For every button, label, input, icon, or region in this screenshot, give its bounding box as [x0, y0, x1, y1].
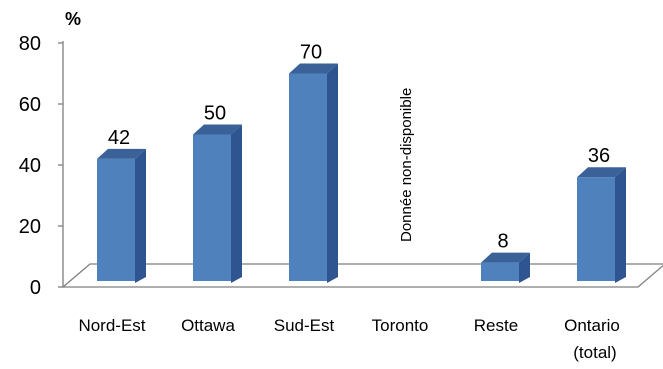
x-category-label: Reste: [474, 316, 518, 335]
bar-top: [577, 167, 626, 178]
bar: 70: [289, 42, 338, 283]
bar-front: [97, 158, 135, 281]
bar-side: [615, 167, 626, 283]
missing-data-note: Donnée non-disponible: [398, 88, 415, 242]
y-tick-label: 80: [19, 33, 41, 55]
bar: 36: [577, 145, 626, 283]
bar-front: [193, 134, 231, 281]
x-category-label: Nord-Est: [78, 316, 145, 335]
bar-front: [481, 262, 519, 281]
bars: 42 50 70 8 36: [97, 42, 626, 283]
bar-side: [327, 63, 338, 283]
bar-side: [231, 124, 242, 283]
bar-top: [193, 124, 242, 135]
y-tick-label: 0: [30, 277, 41, 299]
chart-floor: [61, 263, 663, 288]
bar-value-label: 42: [108, 127, 130, 149]
y-axis-unit-label: %: [65, 9, 81, 29]
bar-side: [135, 148, 146, 283]
bar-value-label: 8: [497, 231, 508, 253]
bar-value-label: 36: [588, 145, 610, 167]
x-category-label: Ottawa: [181, 316, 235, 335]
bar-top: [481, 252, 530, 263]
x-category-label: Sud-Est: [274, 316, 335, 335]
y-axis-ticks: 0 20 40 60 80: [19, 33, 63, 299]
bar: 42: [97, 127, 146, 283]
y-tick-label: 40: [19, 155, 41, 177]
bar-front: [577, 177, 615, 281]
bar-side: [519, 252, 530, 283]
x-category-label: Ontario (total): [564, 316, 620, 362]
x-axis-labels: Nord-Est Ottawa Sud-Est Toronto Reste Ontario…: [78, 316, 619, 362]
bar: 50: [193, 103, 242, 283]
x-category-label: Toronto: [372, 316, 429, 335]
y-tick-label: 60: [19, 94, 41, 116]
bar-top: [97, 148, 146, 159]
bar-value-label: 70: [300, 42, 322, 64]
bar-top: [289, 63, 338, 74]
y-tick-label: 20: [19, 216, 41, 238]
bar-front: [289, 73, 327, 281]
bar: 8: [481, 231, 530, 283]
bar-value-label: 50: [204, 103, 226, 125]
chart-axes: [61, 41, 663, 288]
